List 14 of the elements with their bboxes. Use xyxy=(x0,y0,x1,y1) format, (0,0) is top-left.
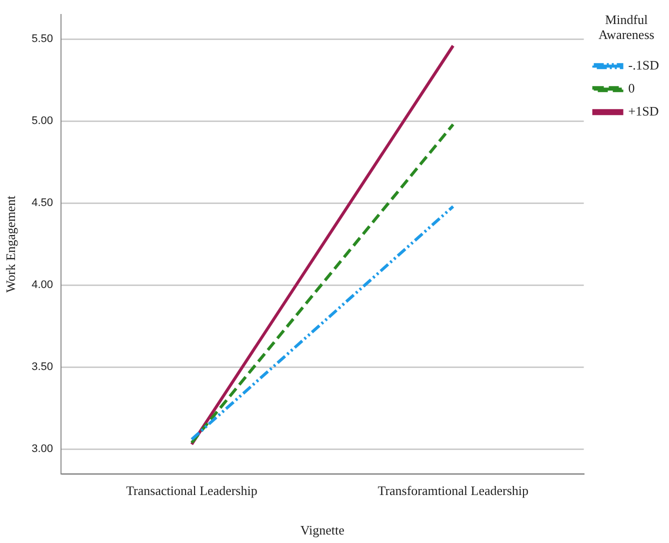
legend-title: Mindful Awareness xyxy=(598,12,654,42)
legend-label: 0 xyxy=(628,80,635,96)
y-tick-label: 5.50 xyxy=(32,33,54,46)
y-tick-label: 3.00 xyxy=(32,443,54,456)
x-tick-label: Transactional Leadership xyxy=(126,483,258,498)
legend-label: +1SD xyxy=(628,104,659,119)
y-tick-label: 4.50 xyxy=(32,197,54,210)
legend-label: -.1SD xyxy=(628,58,660,73)
y-axis-title: Work Engagement xyxy=(3,195,18,293)
y-tick-label: 4.00 xyxy=(32,279,54,292)
y-tick-label: 5.00 xyxy=(32,115,54,128)
x-tick-label: Transforamtional Leadership xyxy=(378,483,529,498)
y-tick-label: 3.50 xyxy=(32,361,54,374)
x-axis-title: Vignette xyxy=(300,522,345,538)
